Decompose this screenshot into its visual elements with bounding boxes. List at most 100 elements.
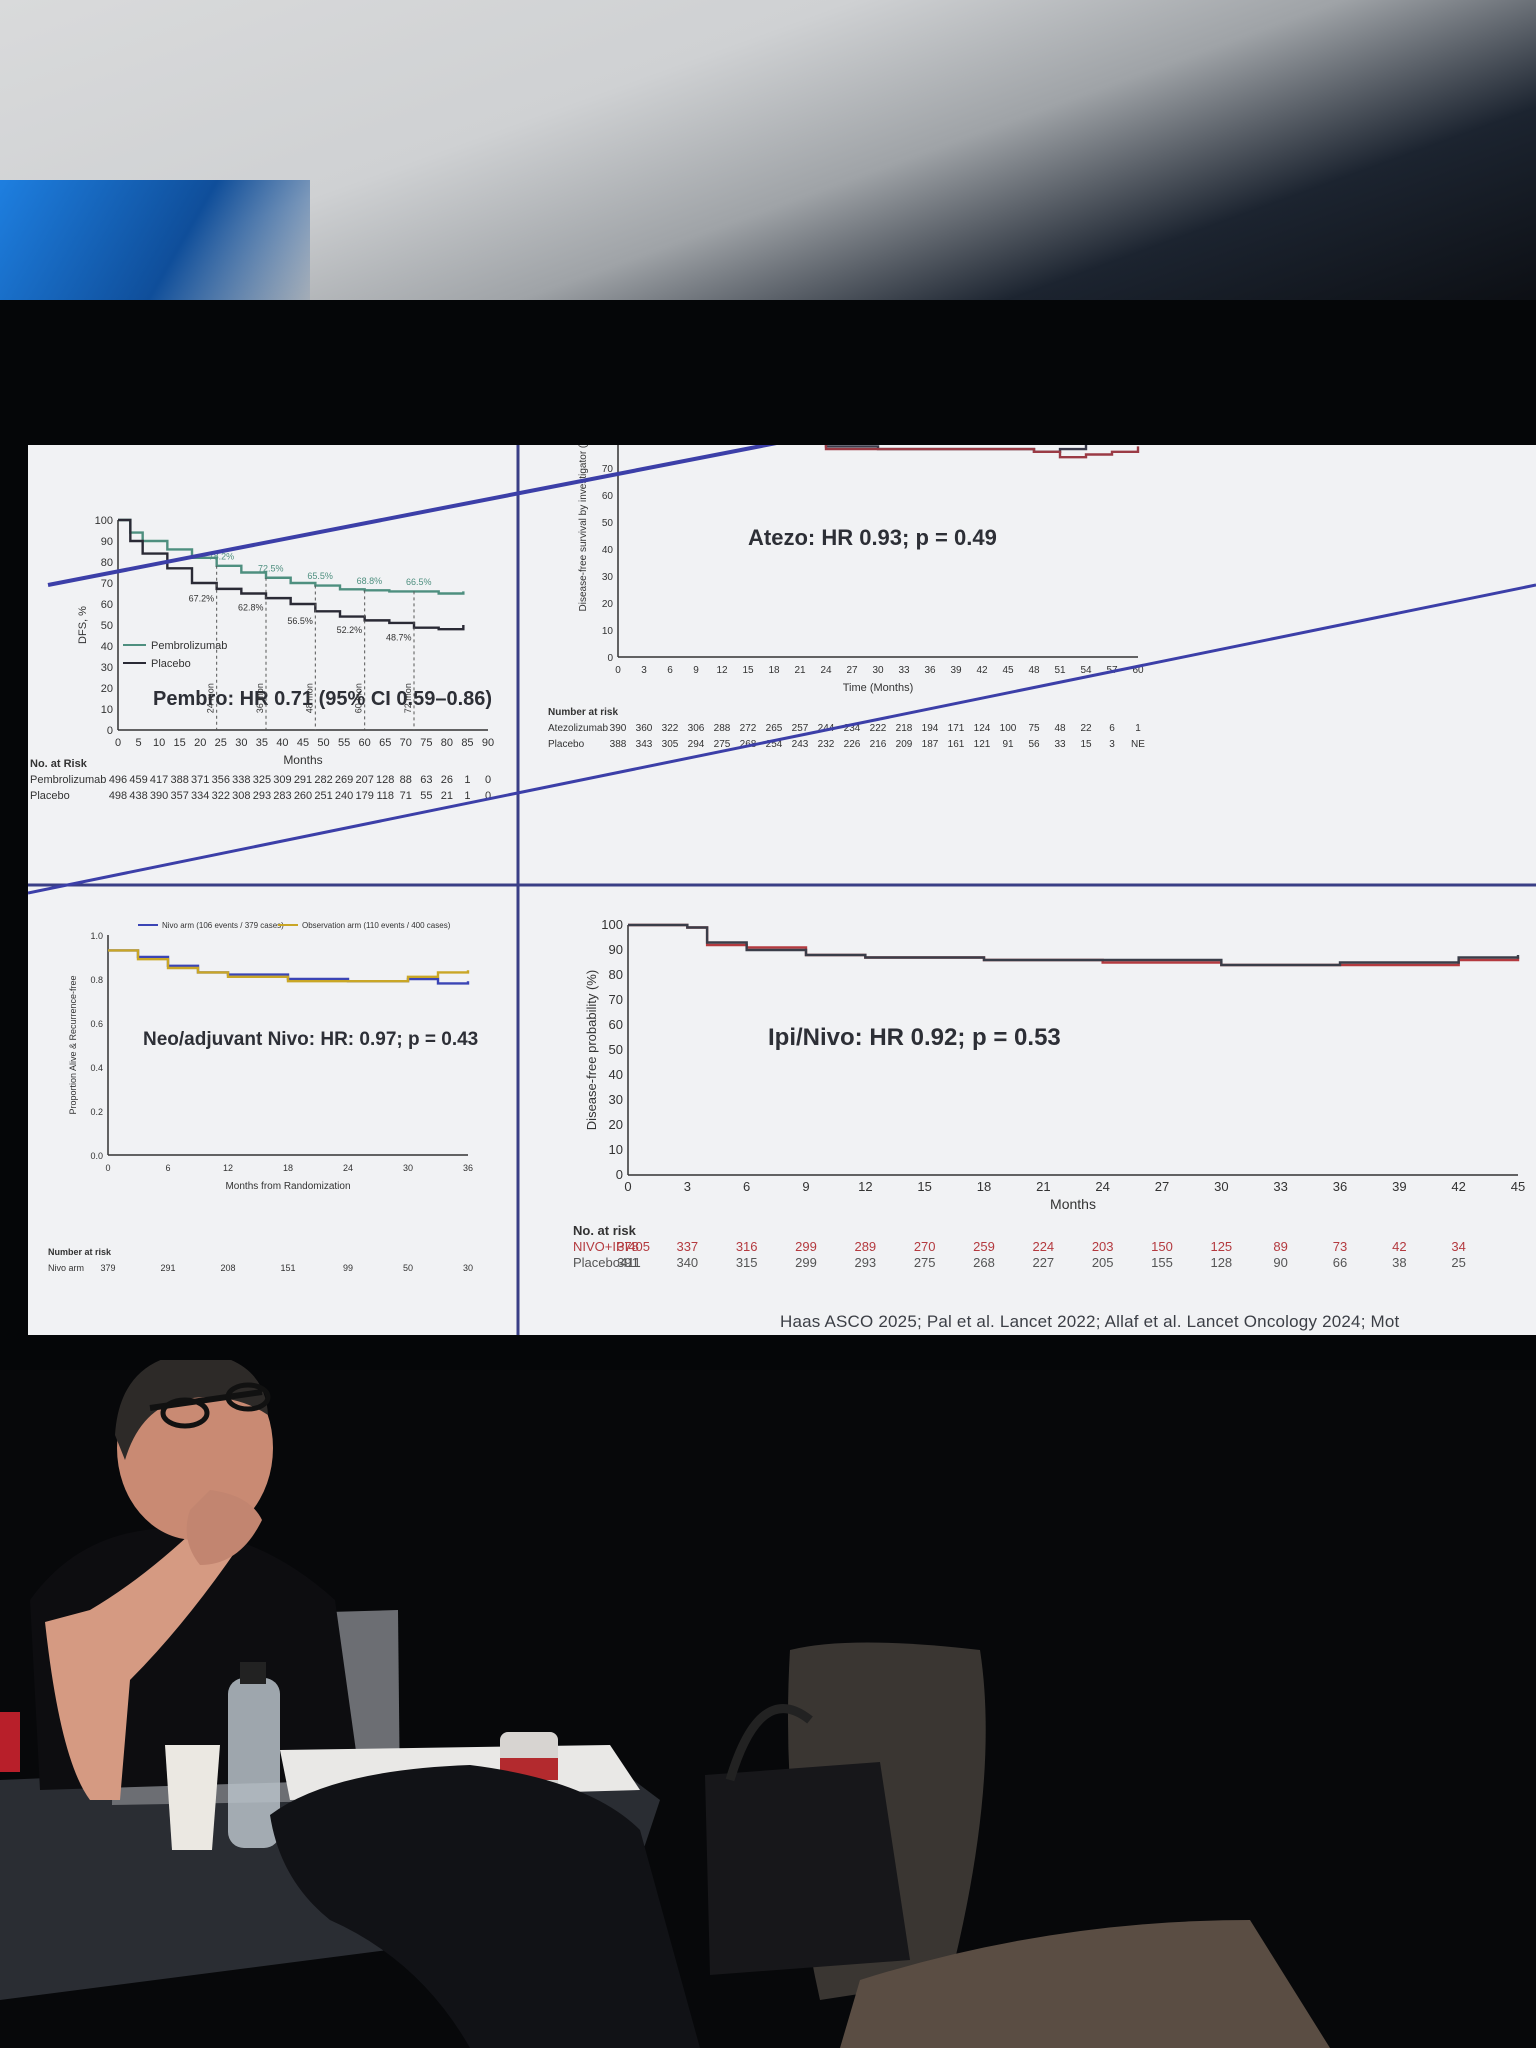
ipinivo-risk-value: 315	[736, 1255, 758, 1270]
atezo-risk-value: 222	[870, 723, 887, 734]
pembro-x-tick-label: 70	[400, 737, 412, 749]
atezo-risk-value: 322	[662, 723, 679, 734]
placebo-percent-label: 48.7%	[386, 632, 412, 642]
pembro-risk-value: 55	[420, 790, 432, 802]
nivo-risk-value: 291	[160, 1263, 175, 1273]
nivo-risk-row-label: Nivo arm	[48, 1263, 84, 1273]
nivo-x-tick-label: 6	[165, 1163, 170, 1173]
pembro-risk-value: 357	[170, 790, 188, 802]
atezo-risk-value: 232	[818, 739, 835, 750]
ipinivo-risk-value: 25	[1451, 1255, 1465, 1270]
ipinivo-x-tick-label: 45	[1511, 1179, 1525, 1194]
atezo-risk-value: 15	[1080, 739, 1092, 750]
atezo-risk-value: 343	[636, 739, 653, 750]
pembro-risk-value: 21	[441, 790, 453, 802]
ipinivo-risk-value: 89	[1273, 1239, 1287, 1254]
nivo-y-tick-label: 0.6	[90, 1019, 103, 1029]
ipinivo-risk-value: 227	[1032, 1255, 1054, 1270]
pembro-risk-value: 356	[212, 774, 230, 786]
atezo-risk-value: 22	[1080, 723, 1092, 734]
pembro-x-tick-label: 45	[297, 737, 309, 749]
pembro-y-tick-label: 80	[101, 557, 113, 569]
pembro-y-tick-label: 0	[107, 725, 113, 737]
atezo-x-tick-label: 42	[976, 665, 988, 676]
pembro-risk-value: 251	[314, 790, 332, 802]
ipinivo-x-tick-label: 39	[1392, 1179, 1406, 1194]
pembro-percent-label: 65.5%	[307, 571, 333, 581]
ipinivo-x-tick-label: 0	[624, 1179, 631, 1194]
pembro-risk-value: 1	[464, 790, 470, 802]
citation-text: Haas ASCO 2025; Pal et al. Lancet 2022; …	[780, 1312, 1400, 1331]
atezo-x-tick-label: 21	[794, 665, 806, 676]
projection-screen: 0 5 10 15 20 25 30 35 40 45 50 55 60 65 70 75 80 85 90 0 10 2…	[28, 445, 1536, 1335]
ipinivo-y-axis-label: Disease-free probability (%)	[584, 970, 599, 1130]
pembro-risk-value: 0	[485, 774, 491, 786]
ipinivo-y-tick-label: 10	[609, 1142, 623, 1157]
pembro-risk-row-label: Placebo	[30, 790, 70, 802]
pembro-risk-value: 322	[212, 790, 230, 802]
pembro-percent-label: 72.5%	[258, 563, 284, 573]
nivo-y-axis-label: Proportion Alive & Recurrence-free	[68, 975, 78, 1114]
jacket	[270, 1765, 700, 2048]
nivo-y-tick-label: 0.2	[90, 1107, 103, 1117]
ipinivo-risk-title: No. at risk	[573, 1223, 637, 1238]
pembro-risk-value: 325	[253, 774, 271, 786]
pembro-y-axis-label: DFS, %	[77, 606, 89, 644]
pembro-risk-value: 88	[400, 774, 412, 786]
atezo-risk-value: 388	[610, 739, 627, 750]
atezo-y-tick-label: 20	[602, 599, 614, 610]
atezo-risk-value: NE	[1131, 739, 1145, 750]
ipinivo-y-tick-label: 30	[609, 1092, 623, 1107]
black-handbag	[705, 1762, 910, 1975]
atezo-risk-value: 91	[1002, 739, 1014, 750]
ipinivo-y-tick-label: 70	[609, 992, 623, 1007]
nivo-series-line-0	[108, 949, 470, 985]
pembro-risk-value: 438	[129, 790, 147, 802]
atezo-x-tick-label: 51	[1054, 665, 1066, 676]
pembro-y-tick-label: 10	[101, 704, 113, 716]
pembro-x-axis-label: Months	[283, 753, 322, 767]
pembro-x-tick-label: 15	[174, 737, 186, 749]
pembro-y-tick-label: 100	[95, 515, 113, 527]
atezo-y-tick-label: 30	[602, 572, 614, 583]
atezo-risk-value: 56	[1028, 739, 1040, 750]
red-can	[0, 1712, 20, 1772]
annotation-diagonal-line-lower	[28, 583, 1536, 895]
ipinivo-risk-value: 34	[1451, 1239, 1465, 1254]
atezo-risk-value: 218	[896, 723, 913, 734]
nivo-x-tick-label: 24	[343, 1163, 353, 1173]
pembro-y-tick-label: 50	[101, 620, 113, 632]
atezo-risk-value: 265	[766, 723, 783, 734]
pembro-y-tick-label: 20	[101, 683, 113, 695]
ipinivo-risk-value: 155	[1151, 1255, 1173, 1270]
pembro-x-tick-label: 75	[420, 737, 432, 749]
atezo-x-tick-label: 15	[742, 665, 754, 676]
ipinivo-y-tick-label: 100	[601, 917, 623, 932]
pembro-risk-value: 390	[150, 790, 168, 802]
pembro-risk-value: 1	[464, 774, 470, 786]
ipinivo-risk-value: 224	[1032, 1239, 1054, 1254]
placebo-percent-label: 62.8%	[238, 603, 264, 613]
ipinivo-risk-value: 203	[1092, 1239, 1114, 1254]
pembro-percent-label: 68.8%	[357, 576, 383, 586]
pembro-x-tick-label: 50	[317, 737, 329, 749]
ipinivo-x-tick-label: 24	[1095, 1179, 1109, 1194]
pembro-x-tick-label: 80	[441, 737, 453, 749]
nivo-x-tick-label: 36	[463, 1163, 473, 1173]
ipinivo-x-tick-label: 3	[684, 1179, 691, 1194]
person-arm	[45, 1510, 250, 1800]
atezo-x-tick-label: 60	[1132, 665, 1144, 676]
atezo-risk-value: 288	[714, 723, 731, 734]
atezo-y-tick-label: 80	[602, 445, 614, 448]
atezo-risk-value: 48	[1054, 723, 1066, 734]
ipinivo-x-tick-label: 36	[1333, 1179, 1347, 1194]
atezo-risk-value: 194	[922, 723, 939, 734]
nivo-hr-text: Neo/adjuvant Nivo: HR: 0.97; p = 0.43	[143, 1029, 478, 1050]
atezo-x-tick-label: 54	[1080, 665, 1092, 676]
ipinivo-x-tick-label: 27	[1155, 1179, 1169, 1194]
ipinivo-x-tick-label: 42	[1451, 1179, 1465, 1194]
pembro-risk-value: 260	[294, 790, 312, 802]
ipinivo-x-axis-label: Months	[1050, 1196, 1096, 1212]
water-bottle	[228, 1678, 280, 1848]
